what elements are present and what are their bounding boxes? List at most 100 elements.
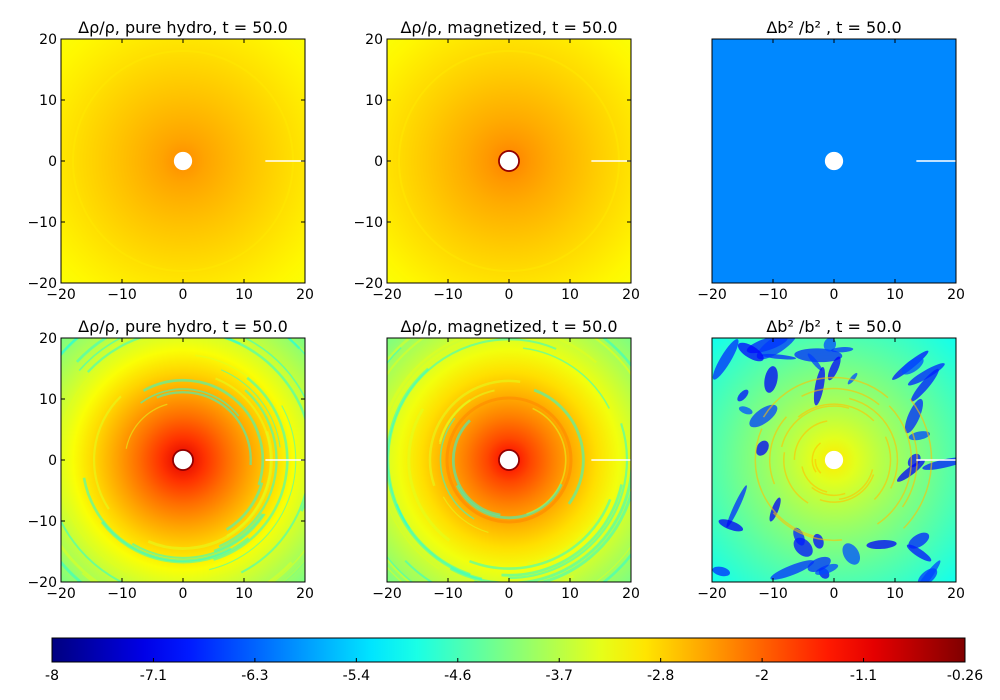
x-tick-label: −20 [46, 586, 76, 602]
swirl-arc [75, 338, 109, 363]
field-patch [769, 497, 781, 522]
panel-1: Δρ/ρ, pure hydro, t = 50.0 −20 −10 0 10 20 −20… [27, 18, 313, 303]
swirl-arc [455, 483, 563, 520]
swirl-arc [142, 338, 305, 512]
x-tick-label: −20 [372, 287, 402, 303]
x-tick-label: −10 [758, 287, 788, 303]
colorbar-tick-label: -4.6 [444, 668, 471, 684]
field-patch [756, 338, 798, 360]
field-patch [726, 485, 747, 528]
colorbar-tick-label: -2.8 [647, 668, 674, 684]
swirl-arc [387, 367, 483, 581]
x-tick-label: 20 [296, 586, 314, 602]
x-tick-label: 20 [947, 586, 965, 602]
field-patch [908, 532, 930, 549]
field-patch [764, 366, 778, 393]
center-hole [824, 151, 844, 171]
swirl-arc [387, 338, 598, 417]
swirl-arc [387, 373, 439, 570]
swirl-arc [469, 498, 612, 570]
y-tick-label: −10 [353, 215, 383, 231]
field-patch [830, 347, 854, 353]
x-tick-label: 20 [947, 287, 965, 303]
x-tick-label: 0 [179, 287, 188, 303]
colorbar-tick-label: -7.1 [140, 668, 167, 684]
field-line [819, 474, 875, 503]
colorbar-tick-label: -1.1 [850, 668, 877, 684]
field-patch [737, 342, 764, 362]
field-line [876, 405, 913, 525]
y-tick-label: −10 [27, 215, 57, 231]
x-tick-label: 10 [561, 586, 579, 602]
swirl-arc [601, 338, 631, 582]
field-line [902, 398, 933, 529]
swirl-arc [61, 560, 83, 582]
field-patch [718, 519, 744, 532]
x-tick-label: 0 [830, 586, 839, 602]
field-patch [823, 338, 837, 352]
swirl-arc [289, 338, 305, 354]
swirl-arc [407, 407, 451, 542]
swirl-arc [225, 482, 264, 531]
swirl-arc [428, 379, 521, 487]
field-patch [901, 357, 924, 375]
swirl-arc [533, 388, 585, 505]
swirl-arc [387, 338, 472, 491]
x-tick-label: 0 [505, 287, 514, 303]
center-hole [499, 450, 519, 470]
colorbar-tick-label: -8 [45, 668, 59, 684]
panel-2: Δρ/ρ, magnetized, t = 50.0 −20 −10 0 10 20 −20… [353, 18, 639, 303]
swirl-arc [187, 483, 305, 582]
field-line [783, 452, 809, 504]
field-line [814, 458, 822, 474]
center-hole [173, 450, 193, 470]
y-tick-label: −20 [353, 276, 383, 292]
y-tick-label: −20 [27, 575, 57, 591]
swirl-arc [438, 398, 471, 442]
field-line [780, 405, 850, 448]
x-tick-label: −20 [372, 586, 402, 602]
field-patch [813, 367, 825, 406]
swirl-arc [92, 395, 122, 510]
panel-5: Δρ/ρ, magnetized, t = 50.0 −20 −10 0 10 20 [372, 317, 640, 602]
panel-title: Δρ/ρ, magnetized, t = 50.0 [400, 18, 617, 37]
swirl-arc [220, 369, 281, 448]
field-line [797, 403, 875, 422]
swirl-arc [442, 496, 489, 533]
y-tick-label: 20 [39, 32, 57, 48]
swirl-arc [61, 519, 124, 582]
field-patch [907, 363, 945, 386]
x-tick-label: −10 [758, 586, 788, 602]
field-patch [770, 560, 815, 580]
colorbar-gradient [51, 637, 966, 663]
field-line [801, 387, 880, 406]
swirl-arc [215, 377, 272, 537]
field-line [838, 469, 874, 501]
x-tick-label: 10 [886, 586, 904, 602]
panel-title: Δb² /b² , t = 50.0 [766, 18, 901, 37]
panel-title: Δρ/ρ, magnetized, t = 50.0 [400, 317, 617, 336]
swirl-arc [209, 405, 297, 571]
y-tick-label: 10 [365, 93, 383, 109]
swirl-arc [451, 419, 501, 517]
field-patch [827, 356, 841, 381]
swirl-arc [439, 417, 475, 520]
center-hole [824, 450, 844, 470]
swirl-arc [131, 513, 266, 559]
x-tick-label: −20 [46, 287, 76, 303]
y-tick-label: −20 [27, 276, 57, 292]
x-tick-label: 10 [235, 586, 253, 602]
x-tick-label: 20 [622, 287, 640, 303]
x-tick-label: −20 [697, 287, 727, 303]
field-line [811, 442, 822, 473]
y-tick-label: 20 [365, 32, 383, 48]
field-line [793, 420, 828, 460]
x-tick-label: −10 [107, 586, 137, 602]
x-tick-label: 20 [296, 287, 314, 303]
colorbar-tick-label: -6.3 [241, 668, 268, 684]
x-tick-label: −10 [107, 287, 137, 303]
field-patch [847, 372, 858, 385]
swirl-arc [82, 477, 232, 562]
swirl-arc [218, 389, 278, 548]
panel-title: Δρ/ρ, pure hydro, t = 50.0 [78, 317, 288, 336]
